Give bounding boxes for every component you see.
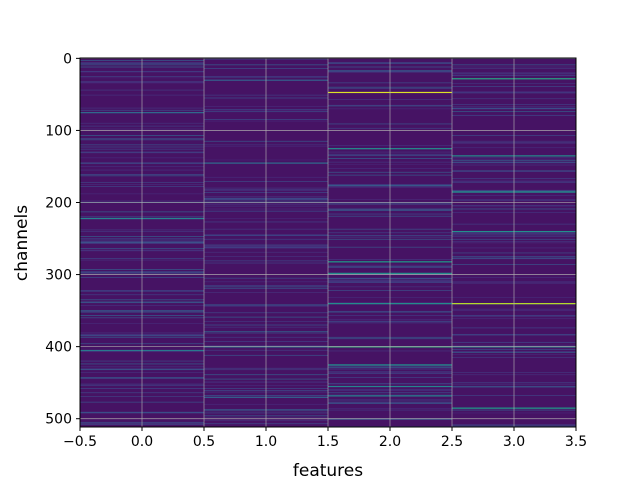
x-tick-label: −0.5 bbox=[63, 434, 97, 450]
y-tick-label: 400 bbox=[45, 340, 72, 356]
y-tick-label: 0 bbox=[63, 51, 72, 67]
x-tick-label: 1.5 bbox=[317, 434, 339, 450]
x-tick-label: 3.0 bbox=[503, 434, 525, 450]
y-tick-label: 100 bbox=[45, 123, 72, 139]
y-axis-label: channels bbox=[12, 205, 32, 281]
x-tick-label: 2.0 bbox=[379, 434, 401, 450]
x-tick-label: 0.0 bbox=[131, 434, 153, 450]
y-tick-label: 500 bbox=[45, 412, 72, 428]
x-axis-label: features bbox=[293, 461, 363, 480]
y-tick-label: 300 bbox=[45, 268, 72, 284]
x-tick-label: 2.5 bbox=[441, 434, 463, 450]
y-tick-label: 200 bbox=[45, 196, 72, 212]
x-tick-label: 0.5 bbox=[193, 434, 215, 450]
x-tick-label: 3.5 bbox=[565, 434, 587, 450]
x-tick-label: 1.0 bbox=[255, 434, 277, 450]
y-axis: 0 100 200 300 400 500 bbox=[45, 51, 80, 428]
x-axis: −0.5 0.0 0.5 1.0 1.5 2.0 2.5 3.0 3.5 bbox=[63, 427, 587, 450]
